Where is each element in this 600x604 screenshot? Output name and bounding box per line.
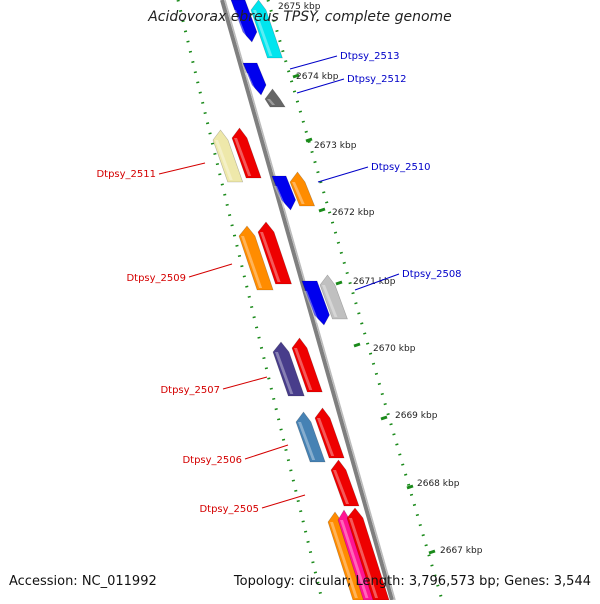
gene-arrow-highlight — [260, 232, 281, 282]
gene-arrow-highlight — [322, 285, 338, 317]
genome-title: Acidovorax ebreus TPSY, complete genome — [148, 9, 452, 25]
scale-dotted-lines — [176, 0, 444, 601]
gene-arrow — [238, 225, 274, 291]
gene-arrow — [295, 411, 326, 463]
scale-tick — [318, 207, 326, 213]
gene-arrow — [271, 175, 296, 211]
gene-label-reverse: Dtpsy_2513 — [340, 51, 400, 62]
gene-arrow — [231, 127, 262, 179]
gene-label-leader — [188, 263, 233, 278]
gene-arrow-highlight — [330, 522, 358, 598]
gene-arrow — [301, 280, 330, 326]
scale-tick — [305, 137, 313, 143]
scale-label: 2675 kbp — [278, 2, 321, 12]
gene-label-forward: Dtpsy_2507 — [160, 385, 220, 396]
gene-arrow-highlight — [245, 73, 258, 93]
genome-backbone — [220, 0, 394, 601]
gene-labels: Dtpsy_2513 Dtpsy_2512 Dtpsy_2510 Dtpsy_2508… — [96, 51, 461, 515]
gene-arrow-highlight — [340, 520, 369, 598]
gene-label-leader — [354, 273, 400, 291]
gene-arrow-highlight — [233, 10, 248, 40]
genome-summary-text: Topology: circular; Length: 3,796,573 bp… — [233, 574, 591, 589]
gene-arrow-highlight — [241, 236, 263, 288]
gene-arrow-highlight — [349, 518, 379, 598]
gene-arrow-highlight — [267, 99, 276, 105]
scale-label: 2669 kbp — [395, 411, 438, 421]
gene-label-reverse: Dtpsy_2512 — [347, 74, 407, 85]
gene-label-reverse: Dtpsy_2508 — [402, 269, 462, 280]
gene-arrow — [291, 337, 323, 393]
scale-labels: 2675 kbp 2674 kbp 2673 kbp 2672 kbp 2671 kbp… — [278, 2, 483, 556]
gene-features — [212, 0, 390, 601]
scale-label: 2668 kbp — [417, 479, 460, 489]
gene-arrow-highlight — [304, 291, 320, 323]
gene-arrow-highlight — [215, 140, 233, 180]
gene-arrow — [289, 171, 316, 207]
gene-arrow-highlight — [292, 182, 305, 204]
scale-tick — [292, 73, 300, 79]
gene-arrow-highlight — [253, 10, 273, 56]
scale-label: 2667 kbp — [440, 546, 483, 556]
gene-arrow-highlight — [298, 422, 316, 460]
gene-arrow — [314, 407, 345, 459]
gene-label-leader — [317, 166, 369, 183]
gene-arrow-highlight — [274, 186, 287, 208]
accession-text: Accession: NC_011992 — [9, 574, 157, 589]
gene-label-leader — [158, 162, 206, 175]
gene-arrow — [319, 274, 348, 320]
scale-label: 2670 kbp — [373, 344, 416, 354]
gene-label-leader — [261, 494, 306, 509]
scale-tick — [353, 342, 361, 348]
gene-arrow — [264, 88, 286, 108]
gene-arrow-highlight — [317, 418, 335, 456]
gene-label-forward: Dtpsy_2505 — [199, 504, 259, 515]
gene-arrow — [230, 0, 258, 43]
scale-label: 2671 kbp — [353, 277, 396, 287]
scale-tick — [406, 484, 414, 490]
scale-tick — [380, 415, 388, 421]
scale-label: 2674 kbp — [296, 72, 339, 82]
gene-arrow — [272, 341, 305, 397]
gene-label-leader — [244, 444, 289, 460]
gene-label-forward: Dtpsy_2511 — [96, 169, 156, 180]
gene-label-reverse: Dtpsy_2510 — [371, 162, 431, 173]
gene-label-leader — [296, 78, 345, 94]
gene-label-leader — [222, 376, 268, 390]
gene-label-forward: Dtpsy_2509 — [126, 273, 186, 284]
gene-arrow — [250, 0, 283, 59]
gene-label-leader — [289, 55, 338, 70]
gene-arrow-highlight — [275, 352, 294, 394]
gene-arrow-highlight — [234, 138, 252, 176]
gene-label-forward: Dtpsy_2506 — [182, 455, 242, 466]
gene-arrow-highlight — [294, 348, 313, 390]
gene-arrow — [242, 62, 267, 96]
gene-arrow-highlight — [333, 470, 350, 504]
scale-label: 2672 kbp — [332, 208, 375, 218]
scale-label: 2673 kbp — [314, 141, 357, 151]
scale-tick — [335, 280, 343, 286]
gene-arrow — [257, 221, 292, 285]
gene-arrow — [330, 459, 360, 507]
scale-tick — [428, 549, 436, 555]
gene-arrow — [212, 129, 244, 183]
